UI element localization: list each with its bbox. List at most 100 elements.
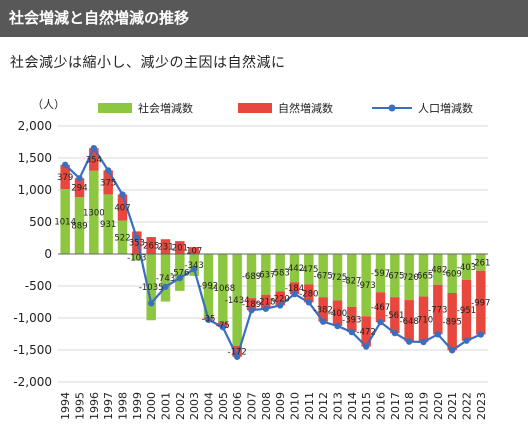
x-tick-label: 2005 <box>217 392 230 420</box>
bar-social-2017 <box>390 254 400 298</box>
y-tick-label: -1,000 <box>13 311 52 325</box>
bar-social-2021 <box>447 254 457 293</box>
point-2005 <box>219 323 227 331</box>
point-2003 <box>190 265 198 273</box>
bar-natural-2010 <box>289 282 300 295</box>
label-social-2010: -442 <box>285 264 304 274</box>
label-social-2017: -675 <box>385 272 404 282</box>
label-natural-2014: -393 <box>342 316 361 326</box>
label-social-2020: -482 <box>428 265 447 275</box>
y-tick-label: -500 <box>25 279 52 293</box>
x-tick-label: 2011 <box>303 392 316 420</box>
label-social-2013: -725 <box>328 273 347 283</box>
bar-social-2000 <box>146 254 156 321</box>
bar-social-2020 <box>433 254 443 285</box>
legend-label-1: 自然増減数 <box>278 101 333 115</box>
legend-marker-2 <box>388 104 396 112</box>
bar-natural-2014 <box>347 306 357 333</box>
bar-social-1997 <box>103 194 113 254</box>
label-natural-2008: -218 <box>256 298 275 308</box>
page-title: 社会増減と自然増減の推移 <box>0 0 528 37</box>
x-tick-label: 2012 <box>317 392 330 420</box>
label-social-2021: -609 <box>443 269 462 279</box>
y-tick-label: -1,500 <box>13 343 52 357</box>
bar-natural-2001 <box>160 239 171 254</box>
point-2008 <box>262 305 270 312</box>
point-2004 <box>205 316 212 323</box>
bar-natural-1994 <box>60 164 70 190</box>
label-social-2004: -992 <box>199 282 218 292</box>
label-social-2019: -665 <box>414 271 433 281</box>
point-2020 <box>434 331 442 338</box>
x-tick-label: 2015 <box>360 392 373 420</box>
bar-natural-1996 <box>89 148 99 171</box>
x-tick-label: 2020 <box>432 392 445 420</box>
bar-natural-2009 <box>275 291 285 306</box>
bar-social-1999 <box>132 254 142 261</box>
label-natural-2019: -710 <box>414 315 433 325</box>
bar-natural-2015 <box>361 316 371 347</box>
bar-natural-2022 <box>461 279 472 341</box>
label-natural-2021: -895 <box>443 318 462 328</box>
x-axis: 1994 1995 1996 1997 1998 1999 2000 2001 2002 2003… <box>59 392 488 420</box>
bar-natural-2016 <box>375 292 386 323</box>
label-natural-2006: -172 <box>228 347 247 357</box>
point-2000 <box>147 300 155 307</box>
label-social-2018: -720 <box>400 273 419 283</box>
bar-social-2013 <box>332 254 343 301</box>
label-social-1999: -103 <box>127 253 146 263</box>
bar-social-2005 <box>218 254 228 323</box>
bar-social-2015 <box>361 254 371 317</box>
legend-swatch-0 <box>98 103 132 113</box>
bar-social-2003 <box>189 254 199 276</box>
bar-social-2007 <box>246 254 257 299</box>
x-tick-label: 1995 <box>74 392 87 420</box>
x-tick-label: 2009 <box>274 392 287 420</box>
x-tick-label: 2004 <box>203 392 216 420</box>
label-natural-2013: -400 <box>328 309 347 319</box>
label-social-2000: -1035 <box>139 283 164 293</box>
label-social-2016: -597 <box>371 269 390 279</box>
x-tick-label: 2014 <box>346 392 359 420</box>
label-natural-2020: -773 <box>428 306 447 316</box>
bar-social-2008 <box>261 254 271 295</box>
label-social-1994: 1014 <box>54 218 76 228</box>
x-tick-label: 2010 <box>289 392 302 420</box>
bar-social-1998 <box>117 220 128 254</box>
label-social-2005: -1068 <box>210 284 235 294</box>
y-tick-label: 1,000 <box>18 183 52 197</box>
legend-label-0: 社会増減数 <box>138 101 193 115</box>
x-tick-label: 2008 <box>260 392 273 420</box>
label-social-2009: -583 <box>271 269 290 279</box>
x-tick-label: 2006 <box>231 392 244 420</box>
point-1995 <box>76 175 83 182</box>
label-social-2014: -827 <box>342 276 361 286</box>
bar-social-2018 <box>404 254 414 301</box>
bar-natural-2013 <box>332 300 343 326</box>
x-tick-label: 2022 <box>461 392 474 420</box>
x-tick-label: 2016 <box>375 392 388 420</box>
bar-natural-2017 <box>390 297 400 334</box>
point-2013 <box>334 322 341 330</box>
bar-natural-2018 <box>404 300 414 342</box>
label-social-2015: -973 <box>357 281 376 291</box>
label-natural-2015: -472 <box>357 327 376 337</box>
point-1994 <box>61 161 69 169</box>
x-tick-label: 2013 <box>332 392 345 420</box>
label-social-2023: -261 <box>471 258 490 268</box>
label-social-2011: -475 <box>299 265 318 275</box>
point-2014 <box>348 328 356 336</box>
point-2002 <box>176 274 184 282</box>
bar-natural-2020 <box>433 284 443 335</box>
x-tick-label: 1996 <box>88 392 101 420</box>
bar-natural-2002 <box>175 241 185 254</box>
x-tick-label: 2007 <box>246 392 259 420</box>
label-natural-2003: 107 <box>186 247 202 257</box>
point-1999 <box>133 234 141 242</box>
gridlines <box>58 125 488 383</box>
label-natural-2007: -189 <box>242 300 261 310</box>
bar-social-2010 <box>289 254 300 283</box>
label-social-2003: -343 <box>185 261 204 271</box>
label-natural-2002: 201 <box>172 244 188 254</box>
